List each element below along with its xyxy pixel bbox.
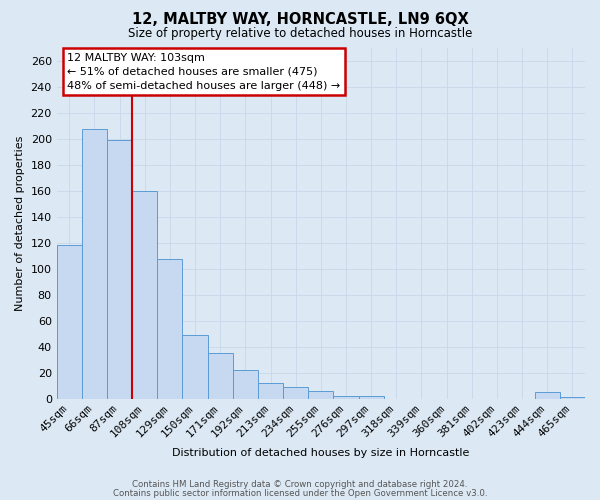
Bar [308,391,334,398]
Bar [208,353,233,399]
Bar [56,245,82,398]
Bar [132,190,157,398]
Bar [535,392,560,398]
Bar [283,387,308,398]
Y-axis label: Number of detached properties: Number of detached properties [15,136,25,310]
Text: Contains HM Land Registry data © Crown copyright and database right 2024.: Contains HM Land Registry data © Crown c… [132,480,468,489]
Bar [359,396,384,398]
X-axis label: Distribution of detached houses by size in Horncastle: Distribution of detached houses by size … [172,448,470,458]
Bar [233,370,258,398]
Bar [157,260,182,398]
Bar [107,140,132,398]
Text: Contains public sector information licensed under the Open Government Licence v3: Contains public sector information licen… [113,488,487,498]
Bar [82,130,107,398]
Bar [258,383,283,398]
Bar [182,335,208,398]
Text: Size of property relative to detached houses in Horncastle: Size of property relative to detached ho… [128,28,472,40]
Text: 12, MALTBY WAY, HORNCASTLE, LN9 6QX: 12, MALTBY WAY, HORNCASTLE, LN9 6QX [131,12,469,28]
Text: 12 MALTBY WAY: 103sqm
← 51% of detached houses are smaller (475)
48% of semi-det: 12 MALTBY WAY: 103sqm ← 51% of detached … [67,53,340,91]
Bar [334,396,359,398]
